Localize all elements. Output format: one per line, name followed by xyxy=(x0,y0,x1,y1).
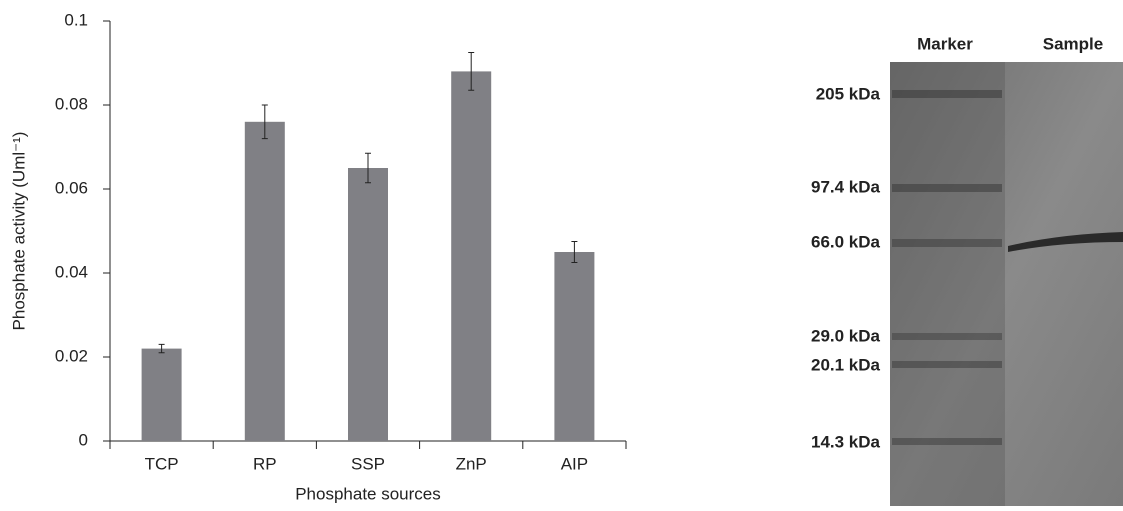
x-tick-label: RP xyxy=(253,454,277,473)
bar xyxy=(451,71,491,441)
marker-label: 14.3 kDa xyxy=(811,432,881,451)
gel-image xyxy=(890,62,1123,506)
lane-label: Marker xyxy=(917,34,973,53)
lane-label: Sample xyxy=(1043,34,1103,53)
x-tick-label: TCP xyxy=(145,454,179,473)
marker-label: 97.4 kDa xyxy=(811,177,881,196)
marker-label: 29.0 kDa xyxy=(811,326,881,345)
marker-label: 66.0 kDa xyxy=(811,232,881,251)
x-tick-label: SSP xyxy=(351,454,385,473)
x-axis-label: Phosphate sources xyxy=(295,484,441,503)
bar xyxy=(142,349,182,441)
bar xyxy=(245,122,285,441)
marker-label: 20.1 kDa xyxy=(811,355,881,374)
bar xyxy=(554,252,594,441)
bar xyxy=(348,168,388,441)
y-tick-label: 0.08 xyxy=(55,94,88,113)
marker-label: 205 kDa xyxy=(816,84,881,103)
y-tick-label: 0.06 xyxy=(55,178,88,197)
y-tick-label: 0 xyxy=(79,430,88,449)
figure: Phosphate activity (Uml⁻¹) Phosphate sou… xyxy=(0,0,1123,506)
x-tick-label: ZnP xyxy=(456,454,487,473)
y-tick-label: 0.1 xyxy=(64,10,88,29)
y-tick-label: 0.04 xyxy=(55,262,88,281)
y-axis-label: Phosphate activity (Uml⁻¹) xyxy=(9,132,28,331)
y-tick-label: 0.02 xyxy=(55,346,88,365)
x-tick-label: AIP xyxy=(561,454,588,473)
